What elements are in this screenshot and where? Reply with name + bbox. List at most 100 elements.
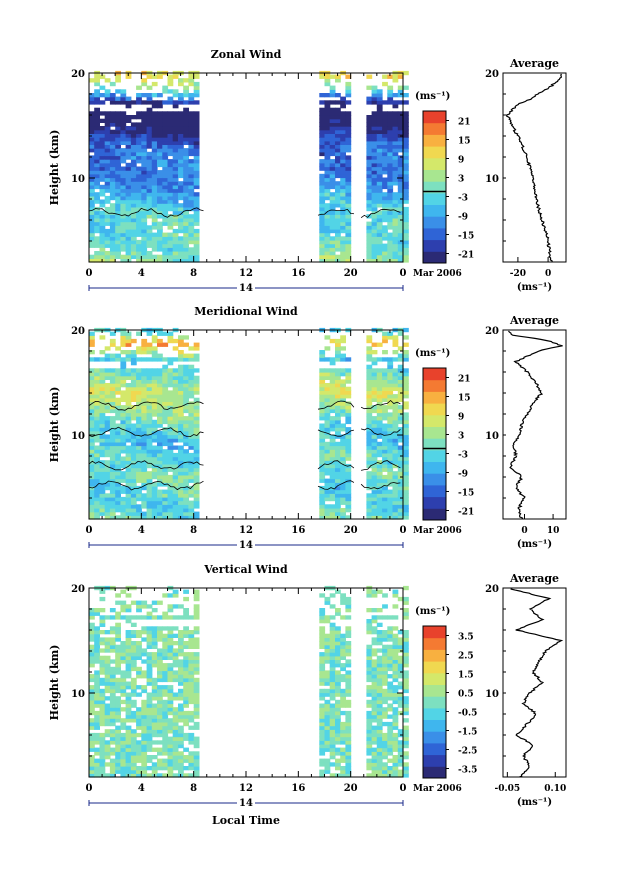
heatmap-cell [109, 122, 116, 127]
heatmap-cell [392, 129, 399, 134]
heatmap-cell [162, 725, 169, 730]
heatmap-cell [141, 346, 148, 351]
heatmap-cell [125, 652, 132, 657]
heatmap-cell [345, 762, 352, 767]
heatmap-cell [109, 401, 116, 406]
heatmap-cell [371, 652, 378, 657]
heatmap-cell [335, 195, 341, 201]
heatmap-cell [178, 630, 184, 635]
heatmap-cell [345, 729, 352, 734]
heatmap-cell [178, 203, 184, 208]
heatmap-cell [376, 445, 383, 450]
heatmap-cell [130, 412, 137, 417]
heatmap-cell [345, 217, 352, 223]
heatmap-cell [387, 133, 394, 138]
heatmap-cell [167, 144, 174, 149]
heatmap-cell [397, 740, 404, 745]
heatmap-cell [109, 148, 116, 153]
heatmap-cell [125, 177, 132, 182]
heatmap-cell [141, 115, 148, 120]
heatmap-cell [335, 493, 341, 498]
heatmap-cell [366, 122, 373, 127]
heatmap-cell [324, 239, 331, 245]
heatmap-cell [130, 496, 137, 502]
colorbar-unit: (ms⁻¹) [415, 606, 450, 617]
heatmap-cell [167, 397, 174, 402]
heatmap-cell [120, 438, 127, 443]
heatmap-cell [340, 751, 346, 756]
heatmap-cell [167, 674, 174, 679]
heatmap-cell [329, 725, 336, 730]
heatmap-cell [329, 743, 336, 749]
heatmap-cell [146, 718, 153, 723]
heatmap-cell [335, 508, 341, 513]
heatmap-cell [382, 199, 388, 204]
heatmap-cell [345, 137, 352, 142]
heatmap-cell [178, 666, 184, 672]
heatmap-cell [99, 493, 106, 498]
heatmap-cell [94, 122, 100, 127]
x-axis-label: Local Time [212, 814, 280, 827]
heatmap-cell [120, 221, 127, 226]
heatmap-cell [151, 386, 158, 391]
heatmap-cell [324, 677, 331, 683]
heatmap-cell [371, 243, 378, 248]
heatmap-cell [193, 247, 200, 252]
heatmap-cell [371, 129, 378, 134]
heatmap-cell [146, 681, 153, 686]
heatmap-cell [89, 615, 95, 620]
heatmap-cell [151, 615, 158, 620]
heatmap-cell [109, 674, 116, 679]
heatmap-cell [324, 732, 331, 738]
heatmap-cell [366, 747, 373, 752]
x-tick-label: 0 [86, 268, 93, 279]
date-label: Mar 2006 [413, 269, 462, 279]
heatmap-cell [151, 721, 158, 727]
heatmap-cell [178, 368, 184, 373]
heatmap-cell [319, 379, 326, 384]
heatmap-cell [162, 173, 169, 179]
heatmap-cell [115, 677, 121, 683]
heatmap-cell [99, 489, 106, 494]
heatmap-cell [130, 474, 137, 480]
heatmap-cell [193, 758, 200, 763]
heatmap-cell [104, 140, 111, 145]
heatmap-cell [382, 140, 388, 145]
heatmap-cell [120, 390, 127, 395]
heatmap-cell [345, 181, 352, 186]
heatmap-cell [335, 482, 341, 487]
heatmap-cell [172, 228, 179, 234]
heatmap-cell [109, 773, 116, 778]
colorbar-segment [423, 403, 446, 416]
heatmap-cell [403, 184, 409, 190]
heatmap-cell [324, 762, 331, 767]
heatmap-cell [329, 696, 336, 701]
heatmap-cell [366, 736, 373, 741]
heatmap-cell [125, 460, 132, 465]
heatmap-cell [125, 740, 132, 745]
heatmap-cell [136, 412, 142, 417]
heatmap-cell [340, 254, 346, 259]
heatmap-cell [397, 247, 404, 252]
heatmap-cell [104, 743, 111, 749]
heatmap-cell [136, 221, 142, 226]
heatmap-cell [193, 707, 200, 712]
heatmap-cell [136, 401, 142, 406]
heatmap-cell [382, 755, 388, 760]
heatmap-cell [376, 441, 383, 447]
heatmap-cell [162, 489, 169, 494]
heatmap-cell [366, 228, 373, 234]
heatmap-cell [157, 515, 163, 520]
heatmap-cell [104, 195, 111, 201]
heatmap-cell [183, 254, 189, 259]
heatmap-cell [151, 390, 158, 395]
heatmap-cell [89, 379, 95, 384]
heatmap-cell [151, 357, 158, 362]
heatmap-cell [403, 70, 409, 76]
heatmap-cell [403, 637, 409, 642]
heatmap-cell [366, 232, 373, 237]
heatmap-cell [151, 217, 158, 223]
heatmap-cell [172, 743, 179, 749]
heatmap-cell [382, 637, 388, 642]
heatmap-cell [89, 188, 95, 193]
